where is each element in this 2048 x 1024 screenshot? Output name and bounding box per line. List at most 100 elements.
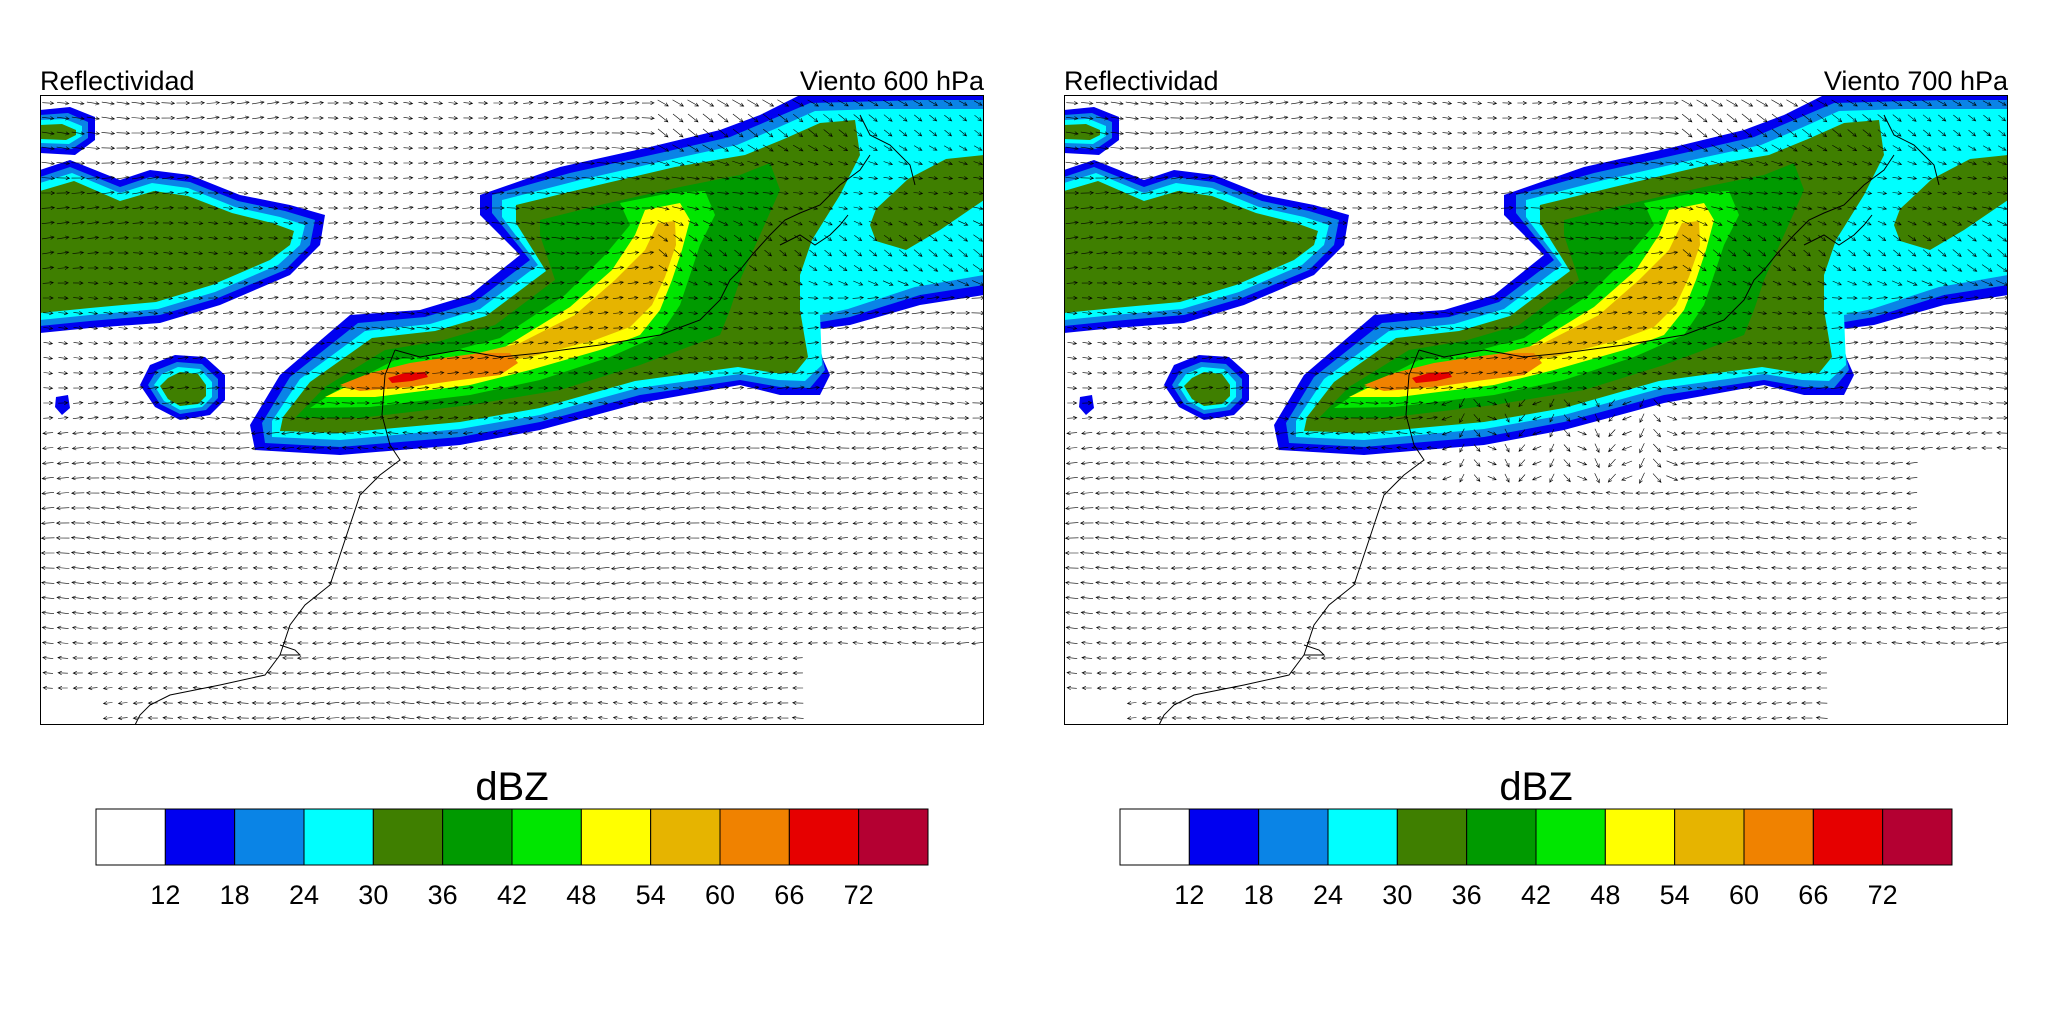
wind-arrow [580, 581, 595, 586]
wind-arrow [1277, 221, 1288, 226]
wind-arrow [1846, 521, 1858, 526]
wind-arrow [417, 476, 428, 481]
wind-arrow [102, 641, 113, 646]
wind-arrow [281, 671, 294, 676]
wind-arrow [1082, 311, 1093, 316]
wind-arrow [565, 566, 580, 571]
wind-arrow [207, 670, 218, 675]
wind-arrow [448, 116, 459, 121]
wind-arrow [1830, 385, 1844, 390]
wind-arrow [1380, 626, 1393, 631]
wind-arrow [131, 116, 146, 121]
wind-arrow [1064, 521, 1079, 526]
wind-arrow [1427, 131, 1438, 136]
wind-arrow [1411, 536, 1422, 541]
wind-arrow [581, 236, 595, 241]
wind-arrow [56, 146, 71, 151]
wind-arrow [103, 341, 114, 346]
wind-arrow [596, 611, 610, 616]
wind-arrow [1563, 459, 1571, 468]
wind-arrow [402, 400, 415, 405]
wind-arrow [117, 716, 128, 721]
wind-arrow [852, 310, 865, 315]
wind-arrow [956, 611, 969, 616]
wind-arrow [701, 550, 715, 555]
wind-arrow [792, 581, 803, 586]
wind-arrow [717, 206, 730, 211]
wind-arrow [326, 641, 339, 646]
wind-arrow [1605, 176, 1620, 181]
wind-arrow [777, 326, 789, 331]
wind-arrow [1815, 385, 1829, 390]
wind-arrow [763, 128, 774, 138]
wind-arrow [1862, 161, 1873, 166]
wind-arrow [1397, 101, 1408, 106]
wind-arrow [1246, 625, 1257, 630]
wind-arrow [478, 115, 489, 120]
wind-arrow [1080, 610, 1093, 615]
wind-arrow [1590, 520, 1604, 525]
wind-arrow [688, 311, 699, 316]
wind-arrow [792, 176, 804, 181]
wind-arrow [1112, 296, 1123, 301]
wind-arrow [372, 566, 383, 571]
wind-arrow [747, 686, 758, 691]
wind-arrow [793, 113, 804, 123]
wind-arrow [1531, 145, 1543, 150]
wind-arrow [1709, 506, 1724, 511]
wind-arrow [462, 160, 474, 165]
wind-arrow [1712, 356, 1723, 361]
wind-arrow [640, 521, 655, 526]
wind-arrow [192, 641, 203, 645]
wind-arrow [807, 340, 820, 345]
wind-arrow [1726, 113, 1738, 123]
wind-arrow [1786, 641, 1797, 646]
wind-arrow [1741, 595, 1753, 600]
wind-arrow [387, 250, 400, 255]
wind-arrow [838, 280, 849, 286]
wind-arrow [146, 145, 160, 150]
wind-arrow [702, 144, 715, 152]
wind-arrow [1080, 190, 1095, 195]
wind-arrow [1681, 144, 1694, 152]
wind-arrow [463, 116, 474, 121]
wind-arrow [297, 610, 308, 615]
wind-arrow [1787, 296, 1798, 301]
wind-arrow [356, 430, 369, 435]
wind-arrow [116, 535, 130, 540]
wind-arrow [715, 461, 730, 466]
wind-arrow [1605, 490, 1618, 495]
wind-arrow [612, 655, 624, 660]
wind-arrow [281, 401, 296, 406]
wind-arrow [388, 116, 399, 121]
wind-arrow [1786, 341, 1798, 345]
wind-arrow [520, 580, 535, 585]
wind-arrow [582, 280, 595, 285]
wind-arrow [686, 461, 700, 466]
wind-arrow [251, 355, 265, 360]
wind-arrow [1891, 491, 1903, 496]
wind-arrow [882, 595, 893, 600]
wind-arrow [430, 670, 445, 675]
wind-arrow [912, 506, 923, 510]
wind-arrow [117, 641, 128, 646]
wind-arrow [1396, 220, 1408, 225]
wind-arrow [808, 191, 819, 196]
wind-arrow [1622, 340, 1633, 345]
wind-arrow [944, 114, 953, 122]
wind-arrow [867, 640, 879, 645]
wind-arrow [133, 355, 144, 360]
wind-arrow [447, 446, 458, 451]
wind-arrow [145, 475, 160, 480]
wind-arrow [1712, 341, 1723, 346]
wind-arrow [117, 626, 129, 631]
wind-arrow [520, 626, 535, 631]
wind-arrow [1261, 340, 1274, 345]
wind-arrow [1923, 129, 1932, 137]
wind-arrow [596, 130, 610, 135]
wind-arrow [1367, 161, 1378, 166]
wind-arrow [611, 491, 625, 496]
wind-arrow [613, 371, 624, 376]
wind-arrow [1471, 491, 1482, 496]
wind-arrow [1590, 611, 1604, 616]
